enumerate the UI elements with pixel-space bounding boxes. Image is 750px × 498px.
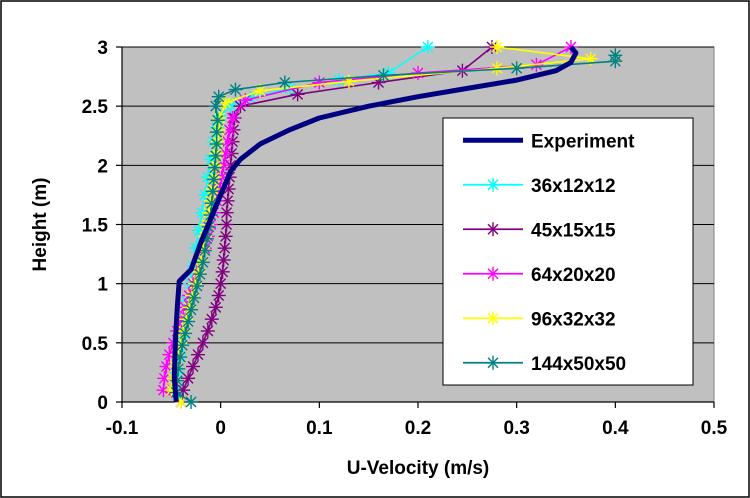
data-point	[186, 359, 201, 374]
tick-labels: -0.1 0 0.1 0.2 0.3 0.4 0.5 0 0.5 1 1.5 2 2.5 3	[82, 38, 728, 439]
x-tick-label: 0	[215, 418, 226, 439]
data-point	[489, 61, 504, 76]
data-point	[218, 229, 233, 244]
data-point	[312, 75, 327, 90]
data-point	[189, 279, 204, 294]
y-tick-label: 0.5	[82, 334, 109, 355]
legend-entry: Experiment	[463, 131, 635, 152]
data-point	[608, 48, 623, 63]
data-point	[210, 134, 225, 149]
legend-box	[442, 117, 694, 386]
series-line	[171, 45, 579, 403]
data-point	[216, 253, 231, 267]
data-point	[208, 300, 223, 315]
data-point	[420, 40, 435, 54]
data-point	[376, 68, 391, 83]
data-point	[215, 264, 230, 279]
legend-entry: 96x32x32	[463, 309, 616, 330]
data-point	[211, 89, 226, 104]
data-point	[208, 158, 223, 173]
y-tick-label: 2.5	[82, 97, 109, 118]
data-point	[181, 314, 196, 329]
data-point	[290, 87, 305, 102]
data-point	[218, 146, 233, 161]
legend-label: 144x50x50	[531, 354, 626, 375]
data-point	[200, 324, 215, 338]
legend-entry: 36x12x12	[463, 176, 616, 197]
data-point	[205, 184, 220, 199]
data-point	[219, 217, 234, 232]
data-point	[184, 395, 199, 409]
series-layer	[156, 40, 623, 409]
x-tick-label: 0.5	[701, 418, 728, 439]
y-tick-label: 2	[97, 156, 108, 177]
legend: Experiment 36x12x12 45x15x15 64x20x20 96x32x…	[442, 117, 694, 386]
data-point	[213, 276, 228, 291]
data-point	[192, 267, 207, 282]
data-point	[178, 326, 193, 341]
data-point	[211, 288, 226, 303]
legend-label: Experiment	[531, 131, 635, 152]
data-point	[341, 74, 356, 89]
x-tick-label: 0.1	[306, 418, 333, 439]
data-point	[209, 146, 224, 161]
data-point	[181, 371, 196, 386]
x-tick-label: 0.4	[602, 418, 629, 439]
data-point	[195, 255, 210, 270]
data-point	[219, 205, 234, 220]
data-point	[209, 137, 224, 152]
data-point	[195, 335, 210, 350]
data-point	[159, 359, 174, 374]
data-point	[509, 61, 524, 76]
x-tick-label: -0.1	[106, 418, 139, 439]
data-point	[217, 241, 232, 256]
data-point	[228, 82, 243, 97]
data-point	[225, 111, 240, 125]
data-point	[184, 302, 199, 317]
x-tick-label: 0.3	[503, 418, 529, 439]
y-tick-label: 1.5	[82, 216, 109, 237]
data-point	[208, 99, 223, 114]
data-point	[220, 193, 235, 208]
legend-label: 96x32x32	[531, 309, 616, 330]
data-point	[204, 312, 219, 327]
data-point	[218, 95, 233, 110]
data-point	[277, 75, 292, 90]
x-axis-title: U-Velocity (m/s)	[347, 458, 490, 479]
legend-entry: 144x50x50	[463, 354, 626, 375]
legend-entry: 64x20x20	[463, 265, 616, 286]
legend-label: 64x20x20	[531, 265, 616, 286]
data-point	[187, 290, 202, 305]
legend-entry: 45x15x15	[463, 220, 616, 241]
data-point	[190, 347, 205, 362]
data-point	[207, 160, 222, 175]
legend-label: 36x12x12	[531, 176, 616, 197]
y-tick-label: 1	[97, 275, 108, 296]
data-point	[209, 125, 224, 140]
series-Experiment	[171, 45, 579, 403]
y-axis-title: Height (m)	[30, 178, 51, 272]
data-point	[210, 113, 225, 128]
x-tick-label: 0.2	[405, 418, 431, 439]
legend-label: 45x15x15	[531, 220, 616, 241]
data-point	[208, 148, 223, 163]
data-point	[206, 172, 221, 187]
data-point	[489, 40, 504, 54]
data-point	[238, 93, 253, 108]
y-tick-label: 0	[97, 393, 108, 414]
data-point	[220, 134, 235, 149]
y-tick-label: 3	[97, 38, 108, 59]
